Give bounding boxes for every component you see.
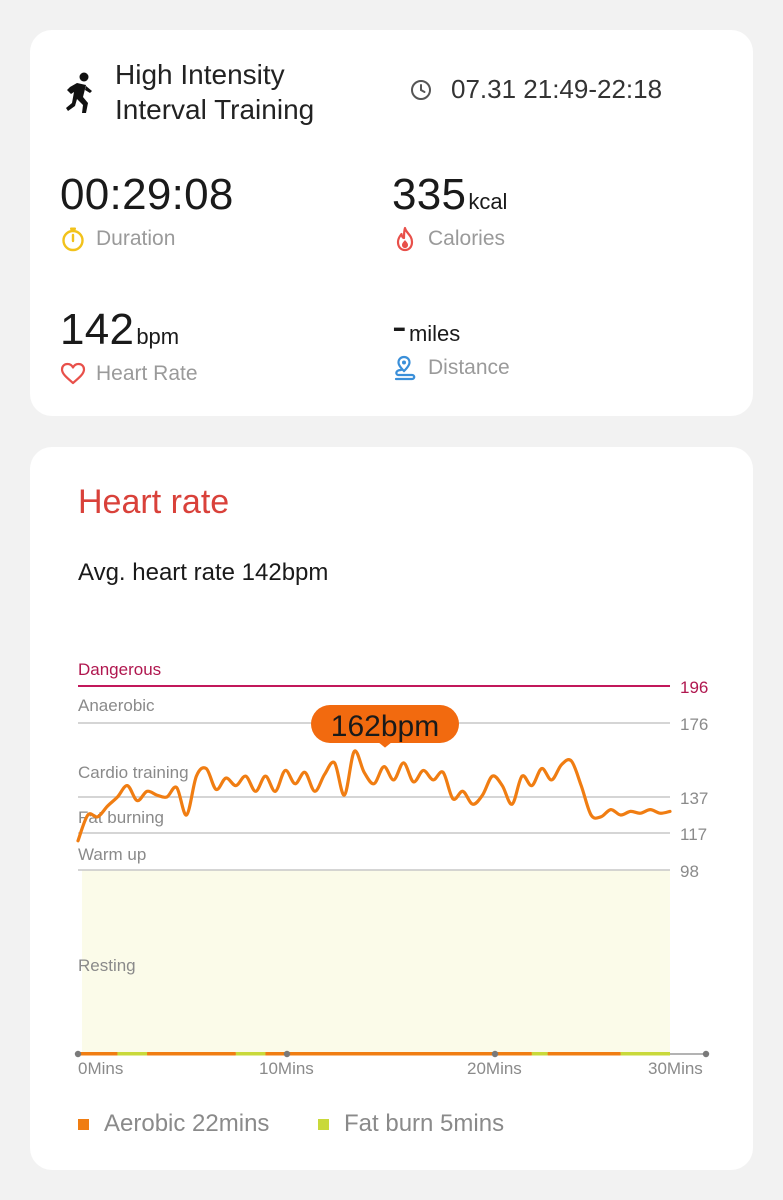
threshold-label-117: 117 (680, 825, 707, 844)
x-tick-label-2: 20Mins (467, 1059, 522, 1078)
heart-rate-line (76, 749, 672, 843)
zone-label-cardio-training: Cardio training (78, 763, 189, 782)
heart-rate-label: Heart Rate (96, 362, 198, 385)
threshold-label-137: 137 (680, 789, 708, 808)
threshold-label-176: 176 (680, 715, 708, 734)
legend-aerobic: Aerobic 22mins (78, 1110, 269, 1138)
route-pin-icon (394, 355, 416, 381)
legend-fat-burn-label: Fat burn 5mins (344, 1110, 505, 1137)
duration-label: Duration (96, 227, 176, 250)
x-axis-dot-3 (702, 1050, 710, 1058)
zone-label-warm-up: Warm up (78, 845, 146, 864)
duration-value: 00:29:08 (60, 170, 234, 219)
zone-bar-segment-6 (547, 1052, 621, 1056)
metric-calories: 335 kcal Calories (392, 170, 507, 252)
calories-label: Calories (428, 227, 506, 250)
stopwatch-icon (62, 227, 84, 252)
peak-bubble (311, 705, 459, 743)
distance-label: Distance (428, 356, 510, 379)
running-person-icon (66, 72, 92, 113)
heart-icon (60, 362, 86, 385)
workout-title-line-2: Interval Training (115, 94, 315, 125)
workout-time: 07.31 21:49-22:18 (410, 74, 662, 105)
heart-rate-unit: bpm (136, 324, 180, 349)
heart-rate-section-title: Heart rate (78, 483, 230, 521)
legend-fat-burn-swatch (318, 1118, 329, 1130)
calories-value: 335 (392, 170, 467, 219)
metric-distance: - miles Distance (392, 305, 510, 381)
legend-aerobic-swatch (78, 1118, 89, 1130)
zone-label-fat-burning: Fat burning (78, 808, 164, 827)
zone-label-dangerous: Dangerous (78, 660, 161, 679)
heart-rate-chart: Dangerous 196 Anaerobic 176 Cardio training 1… (74, 660, 710, 1078)
clock-icon (411, 79, 431, 100)
x-axis-dot-1 (283, 1050, 291, 1058)
zone-bar-segment-3 (235, 1052, 266, 1056)
heart-rate-card: Heart rate Avg. heart rate 142bpm Danger… (30, 447, 753, 1170)
zone-bar-segment-2 (147, 1052, 236, 1056)
zone-bar-segment-5 (531, 1052, 548, 1056)
workout-title: High Intensity Interval Training (115, 57, 375, 127)
legend-fat-burn: Fat burn 5mins (318, 1110, 504, 1138)
zone-label-anaerobic: Anaerobic (78, 696, 155, 715)
metric-heart-rate: 142 bpm Heart Rate (60, 305, 198, 387)
chart-area-fill (82, 870, 670, 1054)
distance-unit: miles (408, 321, 461, 346)
zone-bar-segment-0 (78, 1052, 118, 1056)
workout-summary-card: High Intensity Interval Training 07.31 2… (30, 30, 753, 416)
workout-title-line-1: High Intensity (115, 59, 285, 90)
threshold-label-196: 196 (680, 678, 708, 697)
calories-unit: kcal (468, 189, 508, 214)
workout-time-range: 07.31 21:49-22:18 (451, 74, 663, 104)
x-axis-dot-2 (491, 1050, 499, 1058)
zone-bar-segment-1 (117, 1052, 148, 1056)
zone-bar-segment-7 (620, 1052, 670, 1056)
peak-bubble-pointer (378, 742, 392, 748)
heart-rate-value: 142 (60, 305, 135, 354)
zone-label-resting: Resting (78, 956, 136, 975)
metric-duration: 00:29:08 Duration (60, 170, 234, 252)
distance-value: - (392, 302, 407, 351)
average-heart-rate-text: Avg. heart rate 142bpm (78, 559, 329, 586)
flame-icon (396, 226, 414, 252)
threshold-label-98: 98 (680, 862, 699, 881)
legend-aerobic-label: Aerobic 22mins (104, 1110, 270, 1137)
peak-label: 162bpm (331, 710, 439, 743)
x-tick-label-1: 10Mins (259, 1059, 314, 1078)
x-tick-label-3: 30Mins (648, 1059, 703, 1078)
zone-bar-segment-4 (265, 1052, 532, 1056)
x-tick-label-0: 0Mins (78, 1059, 123, 1078)
x-axis-dot-0 (74, 1050, 82, 1058)
